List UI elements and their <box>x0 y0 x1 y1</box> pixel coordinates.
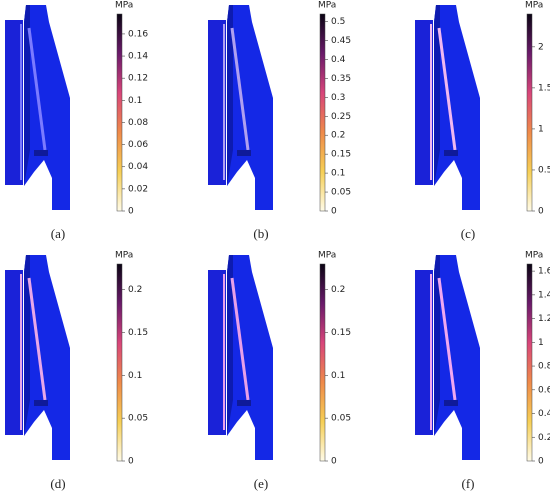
model-left-block <box>5 20 23 185</box>
colorbar-tick-label: 0.2 <box>331 285 345 295</box>
colorbar-tick-label: 0.8 <box>538 362 550 372</box>
colorbar-tick-label: 1 <box>538 124 544 134</box>
model-body-shade <box>24 255 30 436</box>
colorbar-tick-label: 1 <box>538 338 544 348</box>
colorbar <box>526 13 533 212</box>
panel-label: (b) <box>253 226 268 241</box>
colorbar-tick-label: 0 <box>128 207 134 217</box>
model-foot <box>237 400 251 406</box>
colorbar-tick-label: 0.05 <box>331 414 351 424</box>
colorbar-unit: MPa <box>525 251 543 261</box>
colorbar-tick-label: 0.16 <box>128 29 148 39</box>
model-foot <box>444 150 458 156</box>
panel-label: (e) <box>254 476 268 491</box>
contact-strip <box>27 27 47 151</box>
colorbar-tick-label: 0.08 <box>128 118 148 128</box>
model-foot <box>34 150 48 156</box>
colorbar-tick-label: 0 <box>331 457 337 467</box>
model-body <box>227 5 273 210</box>
colorbar-tick-label: 0 <box>128 457 134 467</box>
contact-strip <box>27 277 47 401</box>
contact-strip <box>437 27 457 151</box>
colorbar-unit: MPa <box>115 251 133 261</box>
colorbar-tick-label: 1.6 <box>538 267 550 277</box>
model-body <box>24 255 70 460</box>
colorbar-tick-label: 0.05 <box>331 188 351 198</box>
colorbar-tick-label: 0.1 <box>331 371 345 381</box>
colorbar-unit: MPa <box>318 1 336 11</box>
model-body-shade <box>24 5 30 186</box>
colorbar-tick-label: 0.45 <box>331 36 351 46</box>
model-foot <box>444 400 458 406</box>
colorbar-tick-label: 0.15 <box>331 328 351 338</box>
panel: MPa 0 0.02 0.04 0.06 0.08 0.1 0.12 0.14 0.16 (a) <box>5 1 148 241</box>
model-body-shade <box>227 255 233 436</box>
colorbar-tick-label: 0 <box>331 207 337 217</box>
contact-strip <box>230 27 250 151</box>
colorbar-tick-label: 0.15 <box>128 328 148 338</box>
model-left-block <box>208 270 226 435</box>
colorbar-tick-label: 0.15 <box>331 150 351 160</box>
colorbar-tick-label: 1.4 <box>538 290 550 300</box>
colorbar-tick-label: 0.1 <box>128 96 142 106</box>
model-body <box>434 255 480 460</box>
panel-label: (f) <box>462 476 475 491</box>
colorbar-tick-label: 0.05 <box>128 414 148 424</box>
colorbar-tick-label: 0.1 <box>128 371 142 381</box>
colorbar <box>526 263 533 462</box>
model-body <box>24 5 70 210</box>
panel-label: (d) <box>50 476 65 491</box>
panel: MPa 0 0.05 0.1 0.15 0.2 (e) <box>208 251 351 491</box>
model-body <box>227 255 273 460</box>
colorbar-tick-label: 0 <box>538 207 544 217</box>
model-body-shade <box>434 5 440 186</box>
colorbar-tick-label: 0.1 <box>331 169 345 179</box>
model-left-block <box>5 270 23 435</box>
panel: MPa 0 0.05 0.1 0.15 0.2 (d) <box>5 251 148 491</box>
panel: MPa 0 0.05 0.1 0.15 0.2 0.25 0.3 0.35 0.4 0.45 0.5 (… <box>208 1 351 241</box>
colorbar-tick-label: 0.04 <box>128 162 148 172</box>
contact-strip <box>437 277 457 401</box>
colorbar-tick-label: 0.3 <box>331 93 345 103</box>
panel-label: (c) <box>461 226 475 241</box>
colorbar-tick-label: 0.25 <box>331 112 351 122</box>
model-foot <box>237 150 251 156</box>
colorbar-tick-label: 0 <box>538 457 544 467</box>
colorbar <box>116 13 123 212</box>
colorbar-tick-label: 2 <box>538 42 544 52</box>
model-left-block <box>415 20 433 185</box>
colorbar-tick-label: 1.2 <box>538 314 550 324</box>
panel: MPa 0 0.5 1 1.5 2 (c) <box>415 1 550 241</box>
model-body <box>434 5 480 210</box>
model-left-block <box>208 20 226 185</box>
colorbar-tick-label: 0.2 <box>538 433 550 443</box>
panel-label: (a) <box>51 226 65 241</box>
colorbar-tick-label: 0.14 <box>128 52 148 62</box>
colorbar-tick-label: 0.2 <box>128 285 142 295</box>
model-body-shade <box>227 5 233 186</box>
colorbar-tick-label: 0.5 <box>538 165 550 175</box>
contact-strip <box>230 277 250 401</box>
colorbar-tick-label: 0.4 <box>538 409 550 419</box>
model-body-shade <box>434 255 440 436</box>
colorbar-tick-label: 0.02 <box>128 184 148 194</box>
model-left-block <box>415 270 433 435</box>
colorbar-tick-label: 0.2 <box>331 131 345 141</box>
colorbar-tick-label: 0.5 <box>331 17 345 27</box>
colorbar <box>319 13 326 212</box>
colorbar-unit: MPa <box>525 1 543 11</box>
colorbar <box>116 263 123 462</box>
colorbar-tick-label: 0.6 <box>538 385 550 395</box>
colorbar-tick-label: 0.06 <box>128 140 148 150</box>
colorbar-tick-label: 0.12 <box>128 74 148 84</box>
colorbar-unit: MPa <box>318 251 336 261</box>
colorbar <box>319 263 326 462</box>
panel: MPa 0 0.2 0.4 0.6 0.8 1 1.2 1.4 1.6 (f) <box>415 251 550 491</box>
model-foot <box>34 400 48 406</box>
colorbar-tick-label: 1.5 <box>538 83 550 93</box>
colorbar-tick-label: 0.35 <box>331 74 351 84</box>
colorbar-tick-label: 0.4 <box>331 55 346 65</box>
colorbar-unit: MPa <box>115 1 133 11</box>
